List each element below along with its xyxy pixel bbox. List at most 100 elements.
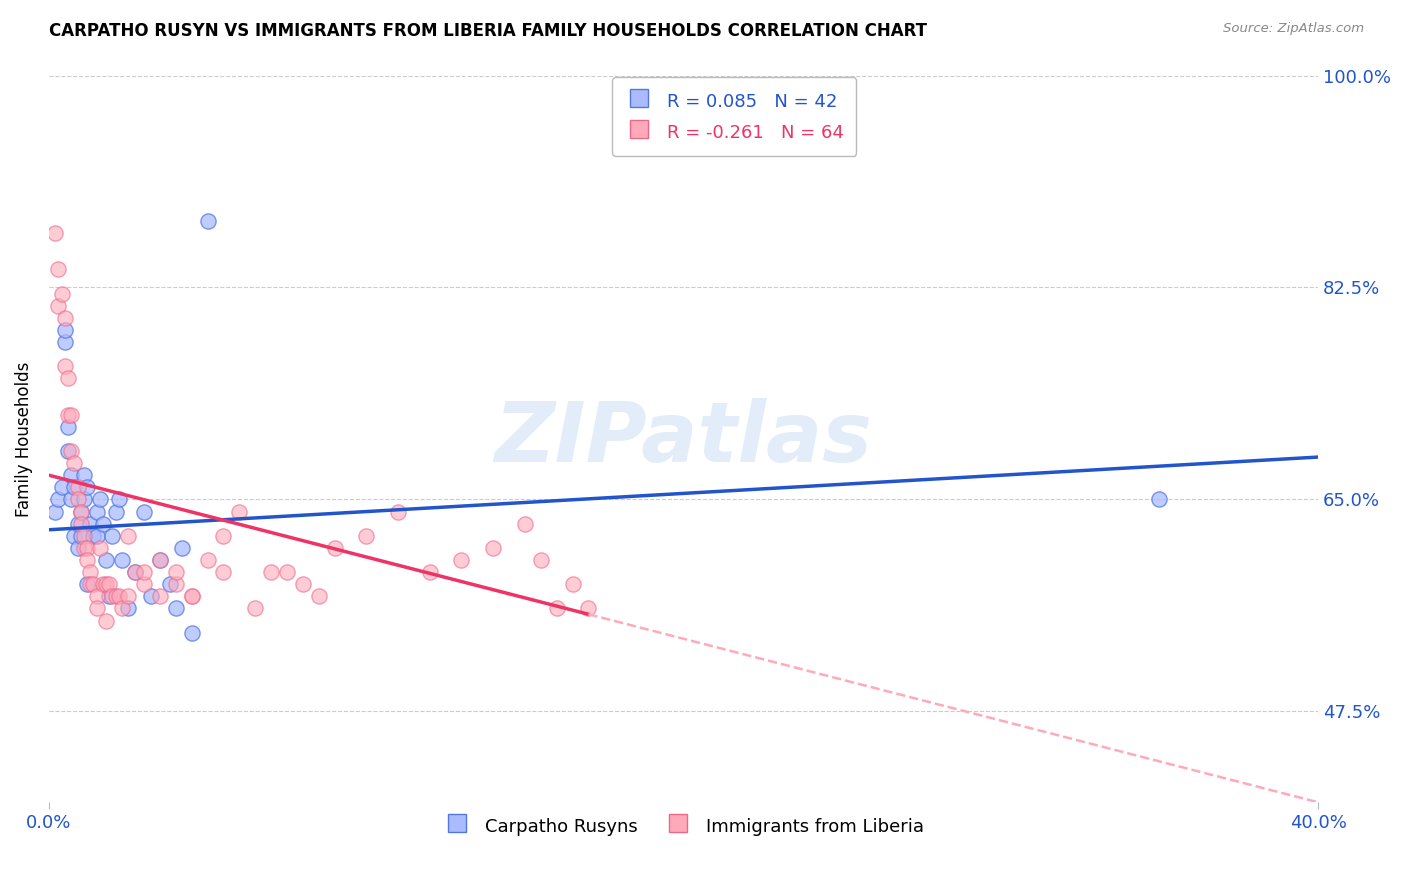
Point [197,553,219,567]
Point [48,299,70,313]
Point [323,541,346,555]
Point [60,444,83,458]
Point [212,565,235,579]
Point [356,529,378,543]
Point [165,577,187,591]
Point [48,492,70,507]
Point [91,516,114,531]
Point [53,359,76,374]
Point [159,577,181,591]
Point [94,553,117,567]
Point [530,553,553,567]
Point [56,371,79,385]
Point [73,541,96,555]
Point [308,590,330,604]
Point [419,565,441,579]
Point [53,310,76,325]
Point [76,553,98,567]
Point [111,601,134,615]
Point [260,565,283,579]
Point [387,505,409,519]
Point [180,625,202,640]
Point [107,590,129,604]
Point [89,541,111,555]
Point [76,480,98,494]
Point [276,565,298,579]
Point [44,226,66,240]
Point [117,590,139,604]
Point [48,262,70,277]
Point [76,577,98,591]
Point [69,516,91,531]
Point [149,553,172,567]
Point [561,577,583,591]
Point [63,529,86,543]
Point [513,516,536,531]
Point [245,601,267,615]
Point [53,323,76,337]
Point [104,505,127,519]
Point [117,601,139,615]
Point [51,480,73,494]
Point [98,577,121,591]
Legend: Carpatho Rusyns, Immigrants from Liberia: Carpatho Rusyns, Immigrants from Liberia [436,807,931,844]
Point [149,553,172,567]
Point [124,565,146,579]
Point [134,565,156,579]
Point [172,541,194,555]
Point [546,601,568,615]
Point [79,565,101,579]
Point [212,529,235,543]
Point [1149,492,1171,507]
Point [482,541,505,555]
Point [197,214,219,228]
Point [228,505,250,519]
Point [94,614,117,628]
Point [63,480,86,494]
Point [73,529,96,543]
Point [82,529,104,543]
Point [139,590,162,604]
Point [66,480,89,494]
Point [576,601,599,615]
Point [69,529,91,543]
Point [69,505,91,519]
Point [79,516,101,531]
Point [107,492,129,507]
Point [134,505,156,519]
Point [104,590,127,604]
Point [450,553,472,567]
Point [51,286,73,301]
Point [124,565,146,579]
Point [101,529,124,543]
Point [60,468,83,483]
Point [60,408,83,422]
Point [56,419,79,434]
Point [134,577,156,591]
Point [69,505,91,519]
Point [86,529,108,543]
Point [86,590,108,604]
Text: CARPATHO RUSYN VS IMMIGRANTS FROM LIBERIA FAMILY HOUSEHOLDS CORRELATION CHART: CARPATHO RUSYN VS IMMIGRANTS FROM LIBERI… [49,22,927,40]
Point [98,590,121,604]
Point [56,444,79,458]
Point [66,541,89,555]
Point [73,468,96,483]
Point [79,577,101,591]
Point [180,590,202,604]
Point [111,553,134,567]
Point [86,505,108,519]
Y-axis label: Family Households: Family Households [15,361,32,516]
Point [63,456,86,470]
Point [76,541,98,555]
Point [86,601,108,615]
Point [165,565,187,579]
Point [117,529,139,543]
Text: Source: ZipAtlas.com: Source: ZipAtlas.com [1223,22,1364,36]
Point [94,577,117,591]
Point [60,492,83,507]
Point [66,516,89,531]
Point [44,505,66,519]
Point [291,577,314,591]
Text: ZIPatlas: ZIPatlas [495,399,873,479]
